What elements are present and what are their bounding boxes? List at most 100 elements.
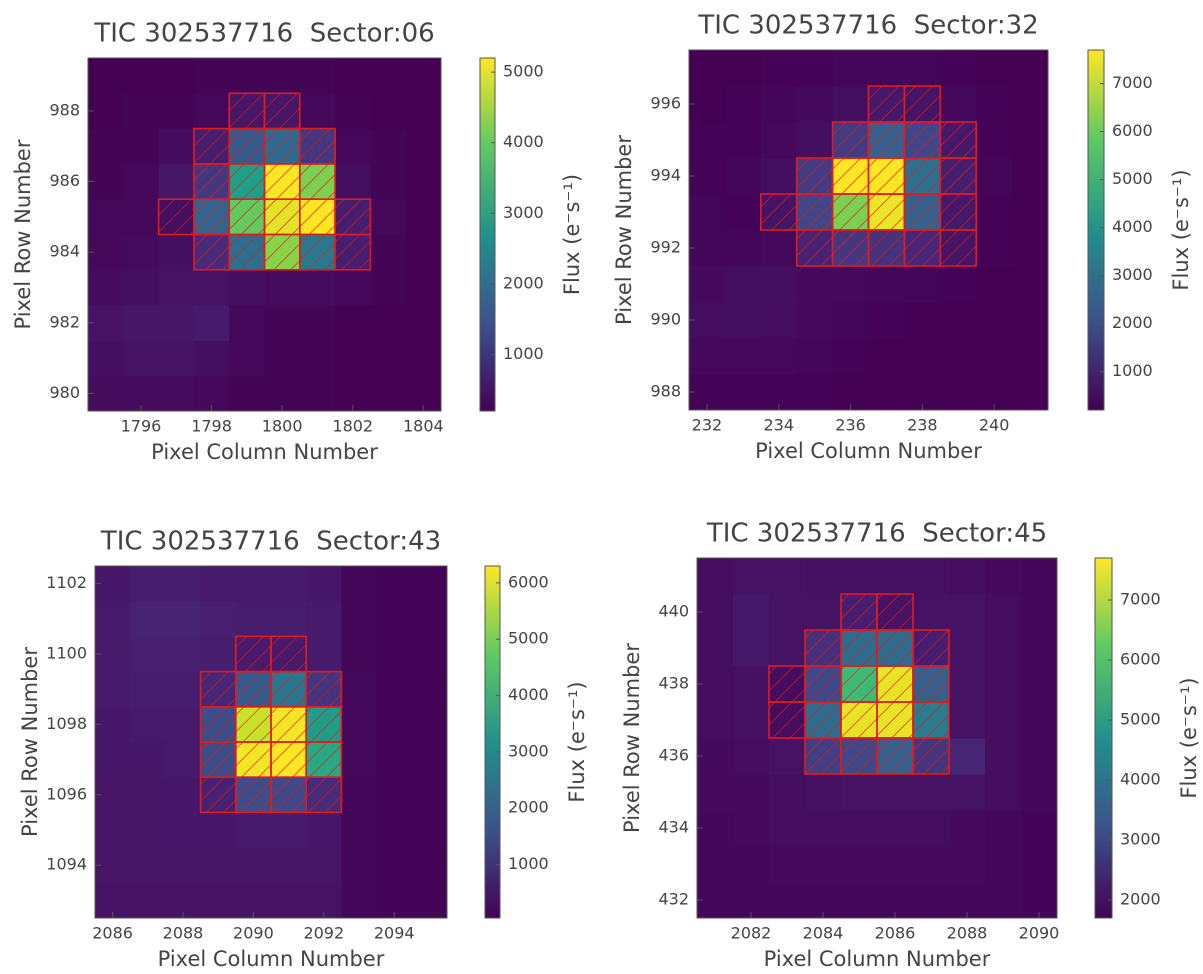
pixel xyxy=(976,158,1012,195)
pixel xyxy=(412,848,448,884)
pixel xyxy=(159,129,195,165)
pixel xyxy=(159,305,195,341)
x-tick-label: 1804 xyxy=(403,417,444,436)
x-tick-label: 2082 xyxy=(731,924,772,943)
pixel xyxy=(377,777,413,813)
aperture-pixel xyxy=(904,230,940,266)
pixel xyxy=(869,266,905,303)
pixel xyxy=(165,566,201,602)
pixel xyxy=(130,672,166,708)
pixel xyxy=(412,707,448,743)
pixel xyxy=(985,882,1022,919)
pixel xyxy=(1021,738,1058,775)
colorbar-tick-label: 1000 xyxy=(1112,361,1153,380)
pixel xyxy=(733,846,770,883)
aperture-pixel xyxy=(265,93,300,128)
pixel xyxy=(306,812,342,848)
pixel xyxy=(201,566,237,602)
pixel xyxy=(236,566,272,602)
pixel xyxy=(797,266,833,303)
pixel xyxy=(306,566,342,602)
pixel xyxy=(159,235,195,271)
pixel xyxy=(1021,810,1058,847)
pixel xyxy=(940,50,976,87)
pixel xyxy=(976,266,1012,303)
pixels xyxy=(697,558,1058,919)
pixel xyxy=(95,742,131,778)
pixel xyxy=(341,883,377,919)
pixel xyxy=(976,230,1012,267)
pixel xyxy=(841,882,878,919)
x-tick-label: 2088 xyxy=(163,924,204,943)
pixel xyxy=(159,340,195,376)
pixel xyxy=(377,812,413,848)
aperture-pixel xyxy=(841,630,877,666)
x-tick-label: 240 xyxy=(979,416,1010,435)
pixel xyxy=(341,777,377,813)
aperture-pixel xyxy=(841,702,877,738)
pixel xyxy=(1012,158,1048,195)
pixel xyxy=(940,338,976,375)
pixel xyxy=(841,810,878,847)
aperture-pixel xyxy=(877,702,913,738)
colorbar-tick-label: 3000 xyxy=(1112,265,1153,284)
x-tick-label: 1802 xyxy=(332,417,373,436)
pixel xyxy=(412,812,448,848)
pixel xyxy=(913,882,950,919)
pixel xyxy=(88,199,124,235)
pixel xyxy=(949,774,986,811)
pixel xyxy=(165,601,201,637)
aperture-pixel xyxy=(869,86,905,122)
pixel xyxy=(341,601,377,637)
aperture-pixel xyxy=(797,194,833,230)
pixel xyxy=(229,305,265,341)
pixel xyxy=(976,194,1012,231)
pixel xyxy=(123,340,159,376)
y-tick-label: 990 xyxy=(650,310,681,329)
pixel xyxy=(1012,266,1048,303)
pixel xyxy=(761,302,797,339)
pixel xyxy=(725,86,761,123)
aperture-pixel xyxy=(229,164,264,199)
pixel xyxy=(335,340,371,376)
colorbar-tick-label: 5000 xyxy=(1120,710,1161,729)
pixel xyxy=(123,129,159,165)
pixel xyxy=(130,566,166,602)
pixel xyxy=(949,810,986,847)
aperture-pixel xyxy=(877,630,913,666)
pixel xyxy=(159,58,195,94)
pixel xyxy=(165,848,201,884)
pixel xyxy=(306,601,342,637)
pixel xyxy=(123,58,159,94)
pixel xyxy=(335,305,371,341)
panel-title: TIC 302537716 Sector:45 xyxy=(706,519,1047,549)
pixel xyxy=(130,848,166,884)
colorbar-label: Flux (e⁻s⁻¹) xyxy=(560,174,584,295)
pixel xyxy=(1021,630,1058,667)
aperture-pixel xyxy=(940,158,976,194)
colorbar-tick-label: 7000 xyxy=(1112,73,1153,92)
pixel xyxy=(335,164,371,200)
pixel xyxy=(877,774,914,811)
aperture-pixel xyxy=(877,738,913,774)
pixel xyxy=(95,601,131,637)
pixel xyxy=(833,50,869,87)
pixel xyxy=(377,707,413,743)
aperture-pixel xyxy=(265,235,300,270)
pixel xyxy=(940,374,976,411)
pixel xyxy=(194,58,230,94)
pixel xyxy=(370,235,406,271)
pixel xyxy=(88,58,124,94)
pixel xyxy=(341,742,377,778)
aperture-pixel xyxy=(769,702,805,738)
pixel xyxy=(733,594,770,631)
pixel xyxy=(229,340,265,376)
aperture-pixel xyxy=(869,194,905,230)
colorbar xyxy=(485,566,500,918)
pixel xyxy=(725,158,761,195)
pixel xyxy=(725,374,761,411)
y-tick-label: 440 xyxy=(658,602,689,621)
pixel xyxy=(949,846,986,883)
pixel xyxy=(265,305,301,341)
x-tick-label: 2084 xyxy=(803,924,844,943)
